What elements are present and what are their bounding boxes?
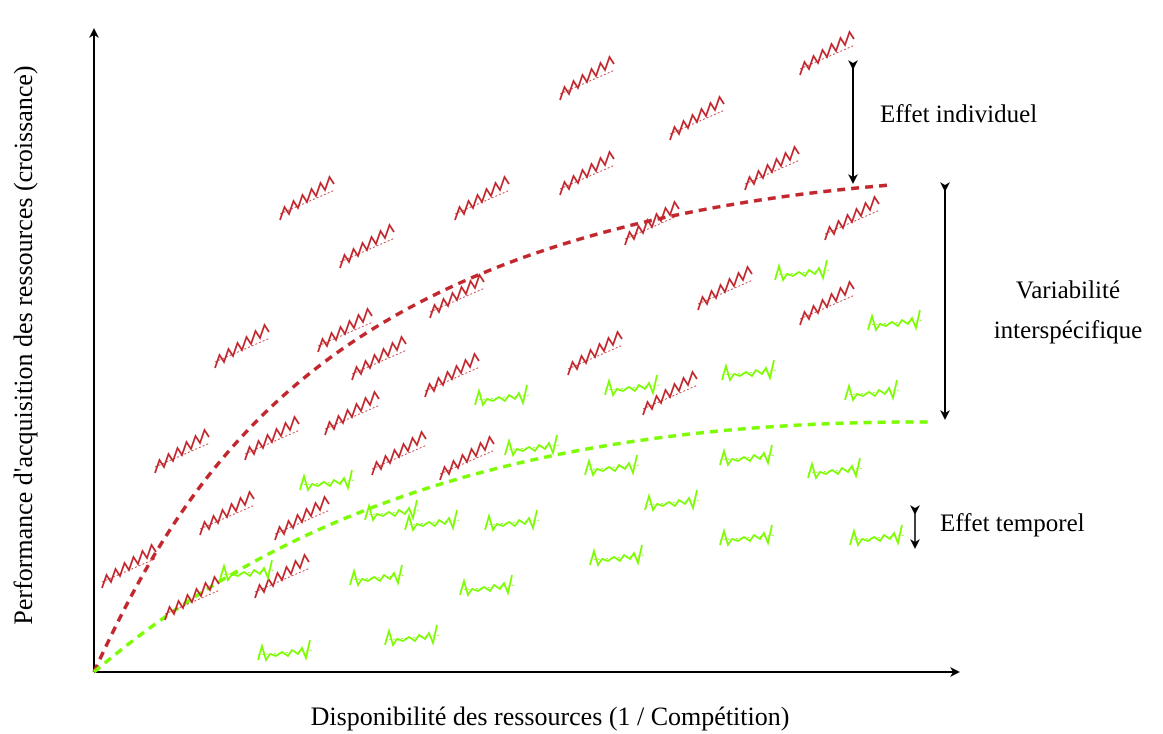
red-trajectory-glyph	[424, 351, 481, 398]
red-trajectory-glyph	[244, 414, 301, 461]
temporal-effect-label: Effet temporel	[940, 510, 1085, 537]
green-trajectory-glyph	[719, 524, 777, 548]
green-trajectory-glyph	[474, 384, 532, 408]
individual-effect-label: Effet individuel	[880, 101, 1037, 128]
red-trajectory-glyph	[559, 149, 616, 196]
green-individual-trajectories	[219, 259, 925, 663]
green-trajectory-glyph	[844, 379, 902, 403]
red-trajectory-glyph	[339, 222, 396, 269]
green-trajectory-glyph	[721, 359, 779, 383]
red-trajectory-glyph	[274, 494, 331, 541]
green-trajectory-glyph	[589, 544, 647, 568]
red-trajectory-glyph	[199, 489, 256, 536]
x-axis-label: Disponibilité des ressources (1 / Compét…	[311, 702, 790, 731]
red-trajectory-glyph	[559, 54, 616, 101]
green-trajectory-glyph	[484, 509, 542, 533]
green-trajectory-glyph	[867, 309, 925, 333]
red-trajectory-glyph	[624, 199, 681, 246]
red-trajectory-glyph	[799, 279, 856, 326]
red-trajectory-glyph	[154, 427, 211, 474]
red-trajectory-glyph	[454, 174, 511, 221]
red-trajectory-glyph	[101, 542, 158, 589]
red-trajectory-glyph	[799, 29, 856, 76]
red-trajectory-glyph	[371, 429, 428, 476]
y-axis-label: Performance d'acquisition des ressources…	[9, 65, 38, 624]
green-trajectory-glyph	[719, 444, 777, 468]
green-trajectory-glyph	[257, 639, 315, 663]
red-species-curve	[92, 183, 891, 673]
green-trajectory-glyph	[219, 559, 277, 583]
green-trajectory-glyph	[584, 454, 642, 478]
red-trajectory-glyph	[214, 322, 271, 369]
green-trajectory-glyph	[807, 457, 865, 481]
red-trajectory-glyph	[254, 552, 311, 599]
red-trajectory-glyph	[317, 306, 374, 353]
red-trajectory-glyph	[164, 574, 221, 621]
red-trajectory-glyph	[439, 434, 496, 481]
green-trajectory-glyph	[644, 489, 702, 513]
red-trajectory-glyph	[642, 369, 699, 416]
green-trajectory-glyph	[299, 469, 357, 493]
red-trajectory-glyph	[279, 174, 336, 221]
red-trajectory-glyph	[351, 334, 408, 381]
green-trajectory-glyph	[849, 524, 907, 548]
interspecific-variability-label-line2: interspécifique	[994, 317, 1143, 344]
red-individual-trajectories	[101, 29, 881, 621]
red-trajectory-glyph	[744, 144, 801, 191]
red-trajectory-glyph	[324, 389, 381, 436]
red-trajectory-glyph	[669, 94, 726, 141]
red-trajectory-glyph	[824, 194, 881, 241]
interspecific-variability-label-line1: Variabilité	[1016, 277, 1120, 304]
green-species-curve	[92, 420, 931, 674]
red-trajectory-glyph	[429, 272, 486, 319]
green-trajectory-glyph	[404, 509, 462, 533]
green-trajectory-glyph	[349, 564, 407, 588]
red-trajectory-glyph	[567, 329, 624, 376]
red-trajectory-glyph	[697, 264, 754, 311]
green-trajectory-glyph	[504, 434, 562, 458]
green-trajectory-glyph	[459, 574, 517, 598]
green-trajectory-glyph	[604, 374, 662, 398]
axes	[89, 28, 960, 677]
green-trajectory-glyph	[364, 499, 422, 523]
green-trajectory-glyph	[384, 624, 442, 648]
green-trajectory-glyph	[774, 259, 832, 283]
